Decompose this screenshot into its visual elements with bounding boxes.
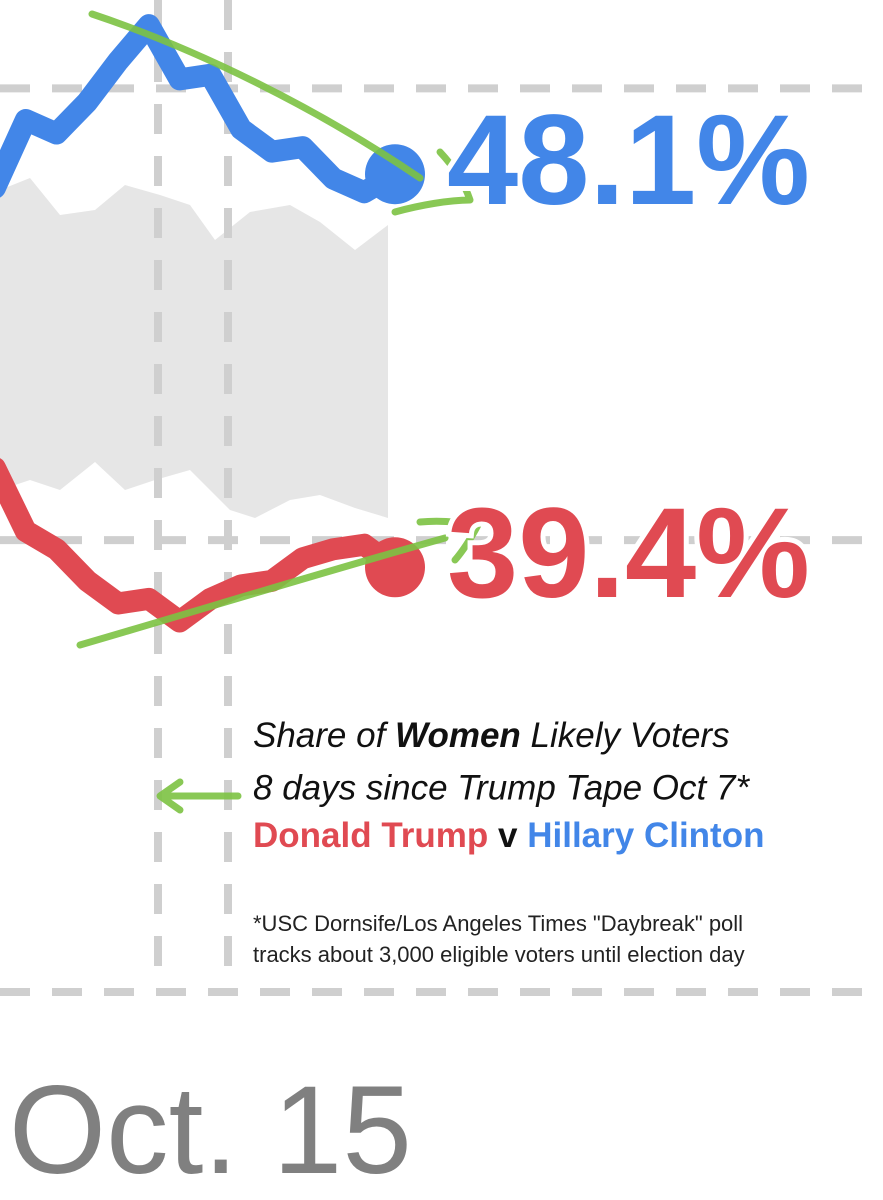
end-dot [365, 144, 425, 205]
annotation-arrow [156, 778, 242, 814]
title-part: Share of [253, 716, 395, 755]
legend: Donald Trump v Hillary Clinton [253, 816, 764, 855]
annotation-stroke [391, 148, 474, 216]
subtitle: 8 days since Trump Tape Oct 7* [253, 768, 750, 807]
end-value-label: 39.4% [447, 482, 810, 625]
end-dot [365, 537, 425, 598]
footnote: tracks about 3,000 eligible voters until… [253, 942, 745, 967]
annotation-stroke [88, 10, 424, 182]
end-value-label: 48.1% [447, 89, 810, 232]
legend-entry: Hillary Clinton [527, 816, 764, 855]
footnote: *USC Dornsife/Los Angeles Times "Daybrea… [253, 911, 743, 936]
confidence-band [0, 178, 388, 518]
title-part: Likely Voters [521, 716, 730, 755]
x-tick-label: Oct. 15 [9, 1061, 412, 1200]
title: Share of Women Likely Voters [253, 716, 730, 755]
legend-entry: Donald Trump [253, 816, 488, 855]
title-part: Women [395, 716, 521, 755]
annotation-stroke [416, 517, 482, 564]
legend-separator: v [498, 816, 518, 855]
annotation-stroke [76, 534, 449, 649]
series-line [0, 14, 406, 204]
